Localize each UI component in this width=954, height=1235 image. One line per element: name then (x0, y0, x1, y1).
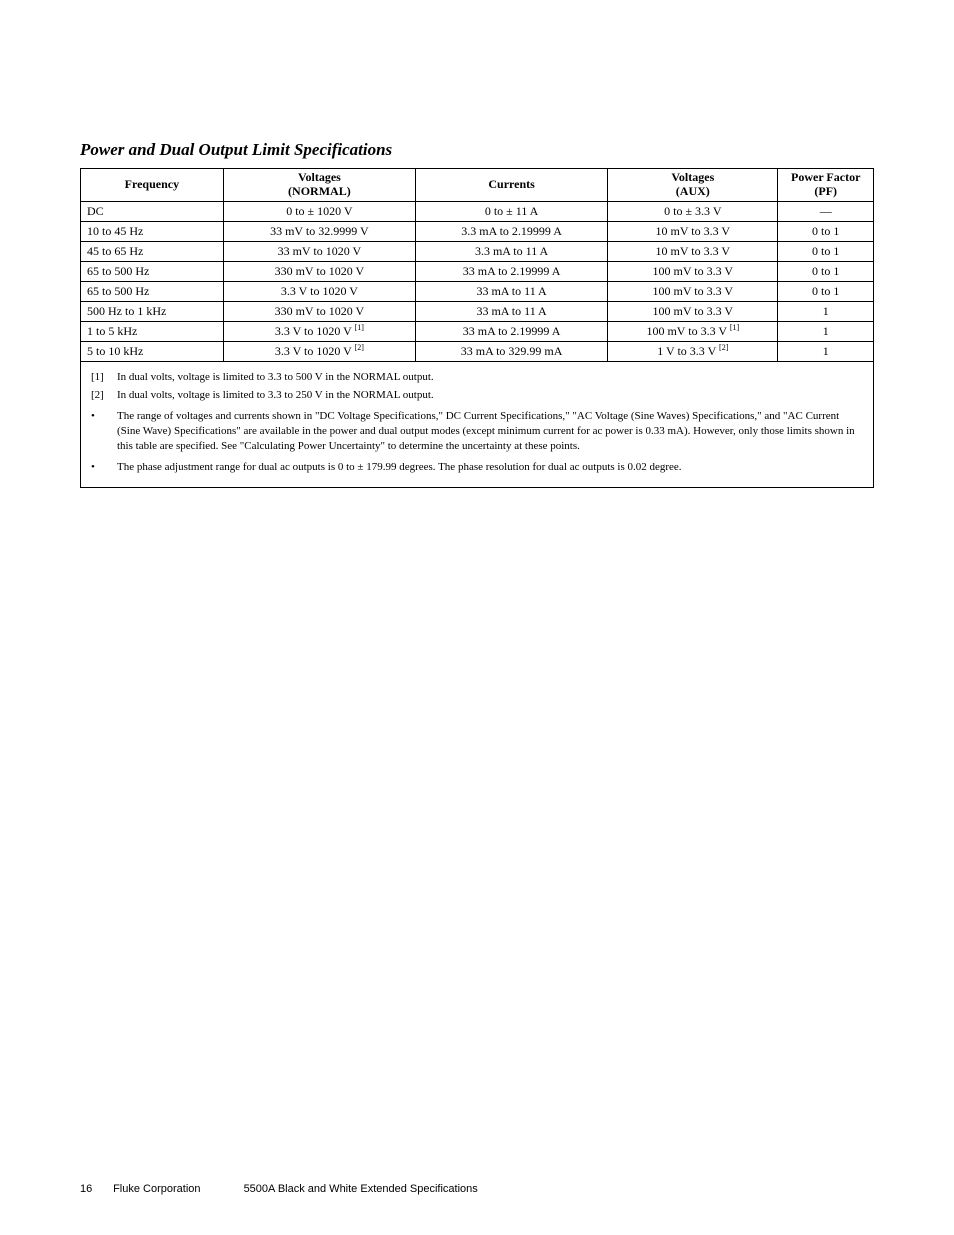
cell-voltages-normal: 3.3 V to 1020 V [2] (223, 341, 415, 361)
cell-voltages-normal: 3.3 V to 1020 V [1] (223, 321, 415, 341)
col-voltages-aux: Voltages (AUX) (608, 169, 778, 202)
table-row: 65 to 500 Hz3.3 V to 1020 V33 mA to 11 A… (81, 281, 874, 301)
table-row: 10 to 45 Hz33 mV to 32.9999 V3.3 mA to 2… (81, 221, 874, 241)
footnote-1-tag: [1] (91, 370, 117, 385)
cell-power-factor: 1 (778, 341, 874, 361)
cell-voltages-aux: 10 mV to 3.3 V (608, 221, 778, 241)
cell-voltages-aux: 1 V to 3.3 V [2] (608, 341, 778, 361)
cell-currents: 33 mA to 2.19999 A (415, 321, 607, 341)
section-title: Power and Dual Output Limit Specificatio… (80, 140, 874, 160)
cell-power-factor: 0 to 1 (778, 221, 874, 241)
cell-currents: 3.3 mA to 2.19999 A (415, 221, 607, 241)
cell-frequency: 65 to 500 Hz (81, 281, 224, 301)
cell-voltages-normal: 330 mV to 1020 V (223, 261, 415, 281)
table-row: 65 to 500 Hz330 mV to 1020 V33 mA to 2.1… (81, 261, 874, 281)
page-number: 16 (80, 1183, 110, 1195)
cell-voltages-aux: 100 mV to 3.3 V (608, 261, 778, 281)
note-bullet-1-text: The range of voltages and currents shown… (117, 409, 863, 454)
cell-currents: 0 to ± 11 A (415, 201, 607, 221)
cell-voltages-aux: 100 mV to 3.3 V [1] (608, 321, 778, 341)
footer-doc-title: 5500A Black and White Extended Specifica… (244, 1183, 478, 1195)
cell-voltages-aux: 0 to ± 3.3 V (608, 201, 778, 221)
col-voltages-aux-l2: (AUX) (676, 184, 710, 198)
cell-power-factor: 0 to 1 (778, 241, 874, 261)
footnote-ref: [1] (355, 323, 364, 332)
cell-voltages-normal: 33 mV to 32.9999 V (223, 221, 415, 241)
table-body: DC0 to ± 1020 V0 to ± 11 A0 to ± 3.3 V—1… (81, 201, 874, 361)
col-voltages-normal-l2: (NORMAL) (288, 184, 351, 198)
bullet-icon: • (91, 460, 117, 475)
cell-currents: 33 mA to 11 A (415, 281, 607, 301)
col-currents: Currents (415, 169, 607, 202)
table-row: 500 Hz to 1 kHz330 mV to 1020 V33 mA to … (81, 301, 874, 321)
cell-voltages-normal: 0 to ± 1020 V (223, 201, 415, 221)
footnote-2-text: In dual volts, voltage is limited to 3.3… (117, 388, 434, 403)
cell-voltages-aux: 10 mV to 3.3 V (608, 241, 778, 261)
notes-block: [1] In dual volts, voltage is limited to… (80, 362, 874, 488)
cell-currents: 3.3 mA to 11 A (415, 241, 607, 261)
footnote-ref: [1] (730, 323, 739, 332)
note-bullet-1: • The range of voltages and currents sho… (91, 409, 863, 454)
cell-power-factor: 1 (778, 321, 874, 341)
cell-voltages-normal: 330 mV to 1020 V (223, 301, 415, 321)
page-footer: 16 Fluke Corporation 5500A Black and Whi… (80, 1183, 874, 1195)
cell-voltages-aux: 100 mV to 3.3 V (608, 281, 778, 301)
cell-power-factor: — (778, 201, 874, 221)
footnote-1: [1] In dual volts, voltage is limited to… (91, 370, 863, 385)
col-frequency: Frequency (81, 169, 224, 202)
footnote-ref: [2] (719, 343, 728, 352)
footnote-ref: [2] (355, 343, 364, 352)
table-header-row: Frequency Voltages (NORMAL) Currents Vol… (81, 169, 874, 202)
table-row: 1 to 5 kHz3.3 V to 1020 V [1]33 mA to 2.… (81, 321, 874, 341)
cell-power-factor: 1 (778, 301, 874, 321)
note-bullet-2-text: The phase adjustment range for dual ac o… (117, 460, 682, 475)
cell-frequency: 5 to 10 kHz (81, 341, 224, 361)
cell-voltages-normal: 3.3 V to 1020 V (223, 281, 415, 301)
table-row: 45 to 65 Hz33 mV to 1020 V3.3 mA to 11 A… (81, 241, 874, 261)
col-pf-l1: Power Factor (791, 170, 860, 184)
cell-voltages-aux: 100 mV to 3.3 V (608, 301, 778, 321)
cell-currents: 33 mA to 329.99 mA (415, 341, 607, 361)
footnote-2: [2] In dual volts, voltage is limited to… (91, 388, 863, 403)
cell-currents: 33 mA to 2.19999 A (415, 261, 607, 281)
cell-frequency: 500 Hz to 1 kHz (81, 301, 224, 321)
footer-corp: Fluke Corporation (113, 1183, 200, 1195)
col-voltages-normal-l1: Voltages (298, 170, 341, 184)
table-row: DC0 to ± 1020 V0 to ± 11 A0 to ± 3.3 V— (81, 201, 874, 221)
cell-frequency: 10 to 45 Hz (81, 221, 224, 241)
cell-frequency: 1 to 5 kHz (81, 321, 224, 341)
spec-table: Frequency Voltages (NORMAL) Currents Vol… (80, 168, 874, 362)
table-row: 5 to 10 kHz3.3 V to 1020 V [2]33 mA to 3… (81, 341, 874, 361)
col-voltages-aux-l1: Voltages (671, 170, 714, 184)
note-bullet-2: • The phase adjustment range for dual ac… (91, 460, 863, 475)
footnote-1-text: In dual volts, voltage is limited to 3.3… (117, 370, 434, 385)
cell-frequency: 65 to 500 Hz (81, 261, 224, 281)
footnote-2-tag: [2] (91, 388, 117, 403)
col-power-factor: Power Factor (PF) (778, 169, 874, 202)
cell-power-factor: 0 to 1 (778, 281, 874, 301)
cell-power-factor: 0 to 1 (778, 261, 874, 281)
cell-frequency: 45 to 65 Hz (81, 241, 224, 261)
cell-currents: 33 mA to 11 A (415, 301, 607, 321)
cell-frequency: DC (81, 201, 224, 221)
cell-voltages-normal: 33 mV to 1020 V (223, 241, 415, 261)
col-voltages-normal: Voltages (NORMAL) (223, 169, 415, 202)
col-pf-l2: (PF) (814, 184, 837, 198)
bullet-icon: • (91, 409, 117, 454)
